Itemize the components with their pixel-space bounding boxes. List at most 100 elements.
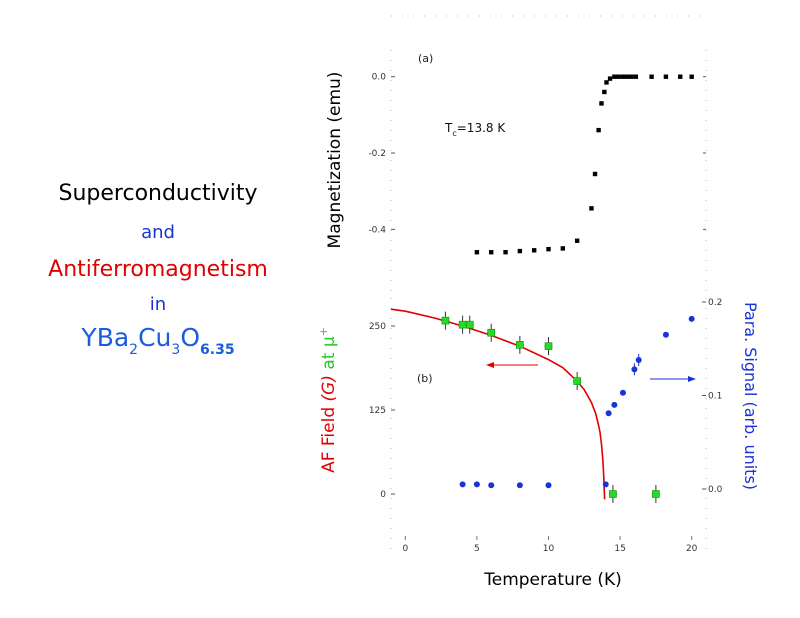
para-signal-point <box>662 331 669 338</box>
magnetization-point <box>574 238 580 243</box>
para-signal-point <box>488 482 495 489</box>
af-field-axis-title-part4: μ <box>319 336 339 347</box>
magnetization-point <box>633 74 639 79</box>
temperature-axis-title: Temperature (K) <box>483 570 622 590</box>
af-field-axis-title-part5: + <box>317 327 330 336</box>
panel-b-points <box>441 311 695 503</box>
para-signal-point <box>619 389 626 396</box>
red-arrow-left-head <box>486 362 494 368</box>
title-superconductivity: Superconductivity <box>58 181 258 206</box>
panel-b-y-tick-label: 125 <box>369 406 386 416</box>
panel-a-y-tick-label: -0.2 <box>368 149 386 159</box>
af-field-axis-title-part3: at <box>319 347 339 375</box>
tc-annotation-sub: c <box>452 129 456 138</box>
magnetization-points <box>474 74 694 255</box>
panel-a-y-tick-label: 0.0 <box>372 73 387 83</box>
magnetization-point <box>503 250 508 255</box>
magnetization-point <box>629 74 634 79</box>
title-and: and <box>141 221 175 243</box>
magnetization-point <box>589 206 594 211</box>
af-field-curve <box>390 308 606 500</box>
magnetization-point <box>678 74 683 79</box>
temperature-tick-label: 10 <box>543 544 555 554</box>
para-signal-axis-title: Para. Signal (arb. units) <box>741 302 760 490</box>
para-signal-point <box>473 481 480 488</box>
panel-b-y2-tick-label: 0.0 <box>708 485 723 495</box>
panel-b-left-ticks: 0 125 250 <box>369 322 395 500</box>
temperature-tick-label: 5 <box>474 544 480 554</box>
magnetization-point <box>592 171 598 177</box>
magnetization-point <box>599 101 604 106</box>
formula-sub-3: 3 <box>171 342 181 358</box>
af-field-point <box>487 328 496 337</box>
formula-o: O <box>180 323 201 352</box>
para-signal-point <box>631 366 638 373</box>
panel-b-label: (b) <box>417 372 433 385</box>
magnetization-point <box>546 246 551 252</box>
af-field-point <box>516 341 524 349</box>
af-field-point <box>465 320 474 329</box>
magnetization-axis-title: Magnetization (emu) <box>325 72 345 249</box>
tc-annotation-t: T <box>444 121 453 135</box>
title-block: Superconductivity and Antiferromagnetism… <box>0 180 316 358</box>
af-field-axis-title: AF Field (G) at μ+ <box>317 327 339 473</box>
tc-annotation: Tc=13.8 K <box>444 121 506 138</box>
para-signal-point <box>602 481 609 488</box>
panel-a-y-ticks: 0.0 -0.2 -0.4 <box>368 73 706 235</box>
af-field-point <box>441 316 450 325</box>
temperature-tick-label: 0 <box>402 544 408 554</box>
temperature-tick-label: 15 <box>614 544 625 554</box>
chemical-formula: YBa2Cu3O6.35 <box>0 322 316 358</box>
af-field-point <box>652 490 660 498</box>
af-field-point <box>609 490 617 498</box>
formula-cu: Cu <box>138 323 172 352</box>
af-field-fit-line <box>390 308 605 474</box>
temperature-ticks: 0 5 10 15 20 <box>402 536 698 554</box>
title-antiferromagnetism: Antiferromagnetism <box>48 257 268 282</box>
para-signal-point <box>516 482 523 489</box>
tc-annotation-value: =13.8 K <box>457 121 507 135</box>
para-signal-point <box>611 401 618 408</box>
panel-b-y2-tick-label: 0.2 <box>708 298 722 308</box>
af-field-point <box>573 377 581 385</box>
para-signal-point <box>688 315 695 322</box>
magnetization-point <box>625 74 630 79</box>
magnetization-point <box>531 248 537 253</box>
magnetization-point <box>616 74 621 79</box>
title-in: in <box>149 293 167 315</box>
magnetization-point <box>474 250 480 255</box>
magnetization-point <box>517 248 523 254</box>
magnetization-point <box>602 89 607 95</box>
para-signal-point <box>635 356 642 363</box>
formula-sub-o: 6.35 <box>200 342 235 358</box>
magnetization-point <box>489 250 494 255</box>
formula-sub-2: 2 <box>129 342 139 358</box>
panel-b-y-tick-label: 250 <box>369 322 386 332</box>
af-field-axis-title-part1: AF Field <box>319 401 339 472</box>
panel-b-right-ticks: 0.0 0.1 0.2 <box>702 298 723 495</box>
magnetization-point <box>649 74 654 79</box>
para-signal-point <box>605 410 612 417</box>
magnetization-point <box>560 246 566 251</box>
panel-b: (b) AF Field (G) at μ+ Para. Signal (arb… <box>317 298 760 590</box>
af-field-point <box>458 320 467 329</box>
panel-a-y-tick-label: -0.4 <box>368 225 386 235</box>
panel-a-label: (a) <box>418 52 433 65</box>
para-signal-point <box>459 481 466 488</box>
panel-b-y2-tick-label: 0.1 <box>708 392 722 402</box>
panel-b-y-tick-label: 0 <box>380 490 386 500</box>
para-signal-point <box>545 482 552 489</box>
blue-arrow-right-head <box>688 376 696 382</box>
magnetization-point <box>596 127 601 133</box>
af-field-axis-title-part2: (G) <box>319 375 339 401</box>
af-field-point <box>544 342 553 350</box>
magnetization-point <box>620 74 626 79</box>
magnetization-point <box>612 74 617 79</box>
magnetization-point <box>663 74 669 79</box>
temperature-tick-label: 20 <box>686 544 698 554</box>
formula-yba: YBa <box>81 323 130 352</box>
panel-a: (a) Magnetization (emu) Tc=13.8 K 0.0 -0.… <box>325 15 707 298</box>
magnetization-point <box>604 80 609 85</box>
magnetization-point <box>689 74 694 79</box>
